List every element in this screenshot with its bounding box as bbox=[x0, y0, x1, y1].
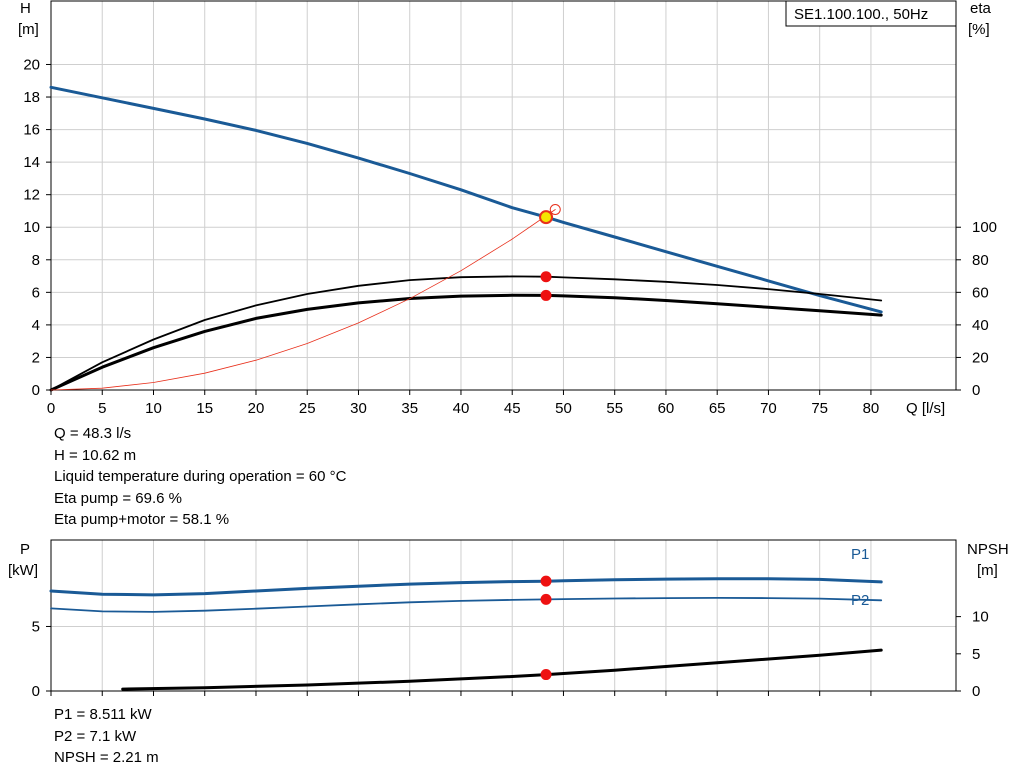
p1-curve bbox=[49, 577, 883, 597]
y-left-tick-label: 0 bbox=[32, 382, 40, 399]
system-curve bbox=[50, 209, 556, 391]
p1-series-label: P1 bbox=[851, 546, 869, 563]
x-tick-label: 40 bbox=[453, 400, 470, 417]
y-left-label-line1: H bbox=[20, 0, 31, 17]
p-label-line2: [kW] bbox=[8, 562, 38, 579]
p1-point bbox=[540, 575, 552, 587]
y-right-label-line1: eta bbox=[970, 0, 992, 17]
x-tick-label: 15 bbox=[196, 400, 213, 417]
performance-chart-ticks: 0 5 10 15 20 25 30 35 40 45 50 55 60 65 70 75 80 0 2 4 6 8 10 1… bbox=[23, 56, 997, 417]
head-curve bbox=[49, 85, 883, 314]
info-p2: P2 = 7.1 kW bbox=[54, 727, 137, 745]
power-chart-ticks: 0 5 0 5 10 bbox=[32, 609, 989, 700]
info-head: H = 10.62 m bbox=[54, 446, 137, 464]
y-right-tick-label: 20 bbox=[972, 349, 989, 366]
performance-chart-points bbox=[539, 210, 554, 301]
info-npsh: NPSH = 2.21 m bbox=[54, 749, 159, 766]
info-eta-pump-motor: Eta pump+motor = 58.1 % bbox=[54, 511, 230, 528]
x-axis-label: Q [l/s] bbox=[906, 400, 945, 417]
y-right-tick-label: 80 bbox=[972, 252, 989, 269]
performance-chart-grid bbox=[51, 1, 956, 390]
x-tick-label: 35 bbox=[401, 400, 418, 417]
y-left-tick-label: 5 bbox=[32, 618, 40, 635]
power-chart-frame bbox=[50, 539, 957, 692]
p2-point bbox=[540, 593, 552, 605]
y-left-tick-label: 16 bbox=[23, 122, 40, 139]
x-tick-label: 60 bbox=[658, 400, 675, 417]
eta-pump-point bbox=[540, 271, 552, 283]
x-tick-label: 25 bbox=[299, 400, 316, 417]
x-tick-label: 30 bbox=[350, 400, 367, 417]
power-axis-titles: P [kW] NPSH [m] P1 P2 bbox=[8, 541, 1009, 609]
eta-pump-curve bbox=[50, 275, 883, 391]
info-flow: Q = 48.3 l/s bbox=[54, 425, 132, 442]
y-left-tick-label: 0 bbox=[32, 683, 40, 700]
power-chart-grid bbox=[51, 540, 956, 691]
system-curve-end-marker bbox=[549, 203, 561, 215]
y-left-tick-label: 20 bbox=[23, 56, 40, 73]
performance-chart-frame bbox=[50, 0, 957, 391]
info-p1: P1 = 8.511 kW bbox=[54, 706, 152, 723]
x-tick-label: 80 bbox=[863, 400, 880, 417]
y-left-tick-label: 6 bbox=[32, 284, 40, 301]
x-tick-label: 45 bbox=[504, 400, 521, 417]
y-right-tick-label: 100 bbox=[972, 219, 997, 236]
power-chart-points bbox=[540, 575, 552, 681]
performance-axis-titles: H [m] eta [%] Q [l/s] bbox=[18, 0, 992, 417]
y-right-tick-label: 0 bbox=[972, 382, 980, 399]
y-right-tick-label: 10 bbox=[972, 609, 989, 626]
eta-pump-motor-point bbox=[540, 289, 552, 301]
p-label-line1: P bbox=[20, 541, 30, 558]
x-tick-label: 70 bbox=[760, 400, 777, 417]
x-tick-label: 75 bbox=[811, 400, 828, 417]
y-left-label-line2: [m] bbox=[18, 21, 39, 38]
x-tick-label: 5 bbox=[98, 400, 106, 417]
y-left-tick-label: 8 bbox=[32, 252, 40, 269]
npsh-label-line2: [m] bbox=[977, 562, 998, 579]
y-left-tick-label: 2 bbox=[32, 349, 40, 366]
info-eta-pump: Eta pump = 69.6 % bbox=[54, 489, 182, 507]
y-right-tick-label: 40 bbox=[972, 317, 989, 334]
performance-chart: 0 5 10 15 20 25 30 35 40 45 50 55 60 65 70 75 80 0 2 4 6 8 10 1… bbox=[18, 0, 997, 417]
y-left-tick-label: 12 bbox=[23, 187, 40, 204]
y-right-label-line2: [%] bbox=[968, 21, 990, 38]
p2-curve bbox=[50, 597, 883, 613]
y-left-tick-label: 18 bbox=[23, 89, 40, 106]
y-right-tick-label: 5 bbox=[972, 646, 980, 663]
x-tick-label: 55 bbox=[606, 400, 623, 417]
p2-series-label: P2 bbox=[851, 592, 869, 609]
npsh-label-line1: NPSH bbox=[967, 541, 1009, 558]
y-left-tick-label: 10 bbox=[23, 219, 40, 236]
operating-point-info: Q = 48.3 l/s H = 10.62 m Liquid temperat… bbox=[54, 423, 346, 531]
power-chart-series bbox=[49, 577, 883, 691]
x-tick-label: 50 bbox=[555, 400, 572, 417]
x-tick-label: 20 bbox=[248, 400, 265, 417]
power-info: P1 = 8.511 kW P2 = 7.1 kW NPSH = 2.21 m bbox=[54, 704, 159, 769]
eta-pump-motor-curve bbox=[49, 293, 883, 392]
duty-point bbox=[539, 210, 554, 225]
x-tick-label: 65 bbox=[709, 400, 726, 417]
npsh-point bbox=[540, 669, 552, 681]
power-npsh-chart: 0 5 0 5 10 P [kW] NPSH [m] P1 P2 bbox=[8, 539, 1009, 700]
x-tick-label: 10 bbox=[145, 400, 162, 417]
y-right-tick-label: 0 bbox=[972, 683, 980, 700]
y-left-tick-label: 4 bbox=[32, 317, 40, 334]
y-right-tick-label: 60 bbox=[972, 284, 989, 301]
performance-chart-series bbox=[49, 85, 883, 392]
legend-box-label: SE1.100.100., 50Hz bbox=[794, 6, 928, 23]
x-tick-label: 0 bbox=[47, 400, 55, 417]
info-liquid-temperature: Liquid temperature during operation = 60… bbox=[54, 468, 347, 485]
npsh-curve bbox=[121, 648, 883, 691]
y-left-tick-label: 14 bbox=[23, 154, 40, 171]
legend-box: SE1.100.100., 50Hz bbox=[785, 0, 957, 27]
